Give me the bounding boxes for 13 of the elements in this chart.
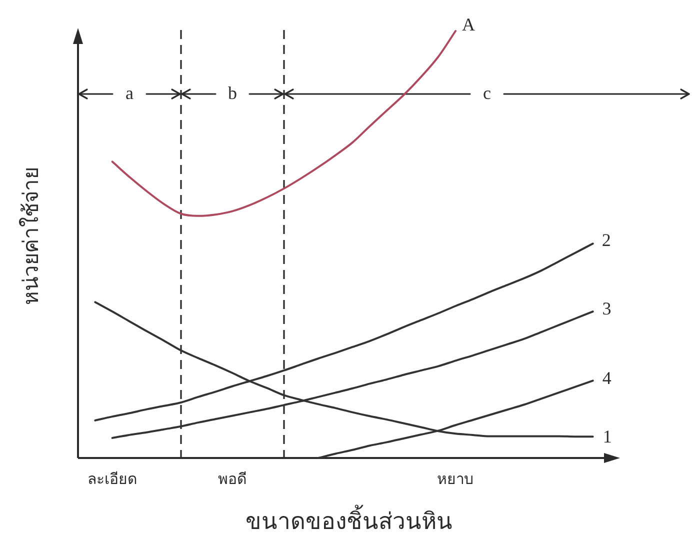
annotation: c xyxy=(483,83,491,103)
series-label: 4 xyxy=(602,368,612,388)
x-tick-label: ละเอียด xyxy=(87,471,138,488)
series-label: 2 xyxy=(602,230,611,250)
x-tick-label: พอดี xyxy=(218,471,247,488)
x-tick-label: หยาบ xyxy=(437,472,474,488)
annotation: a xyxy=(126,83,134,103)
annotation: b xyxy=(228,83,237,103)
y-axis-title: หน่วยค่าใช้จ่าย xyxy=(19,167,43,305)
series-label: A xyxy=(462,14,475,34)
series-label: 1 xyxy=(602,426,612,447)
x-axis-title: ขนาดของชิ้นส่วนหิน xyxy=(246,505,452,534)
series-label: 3 xyxy=(602,298,612,319)
